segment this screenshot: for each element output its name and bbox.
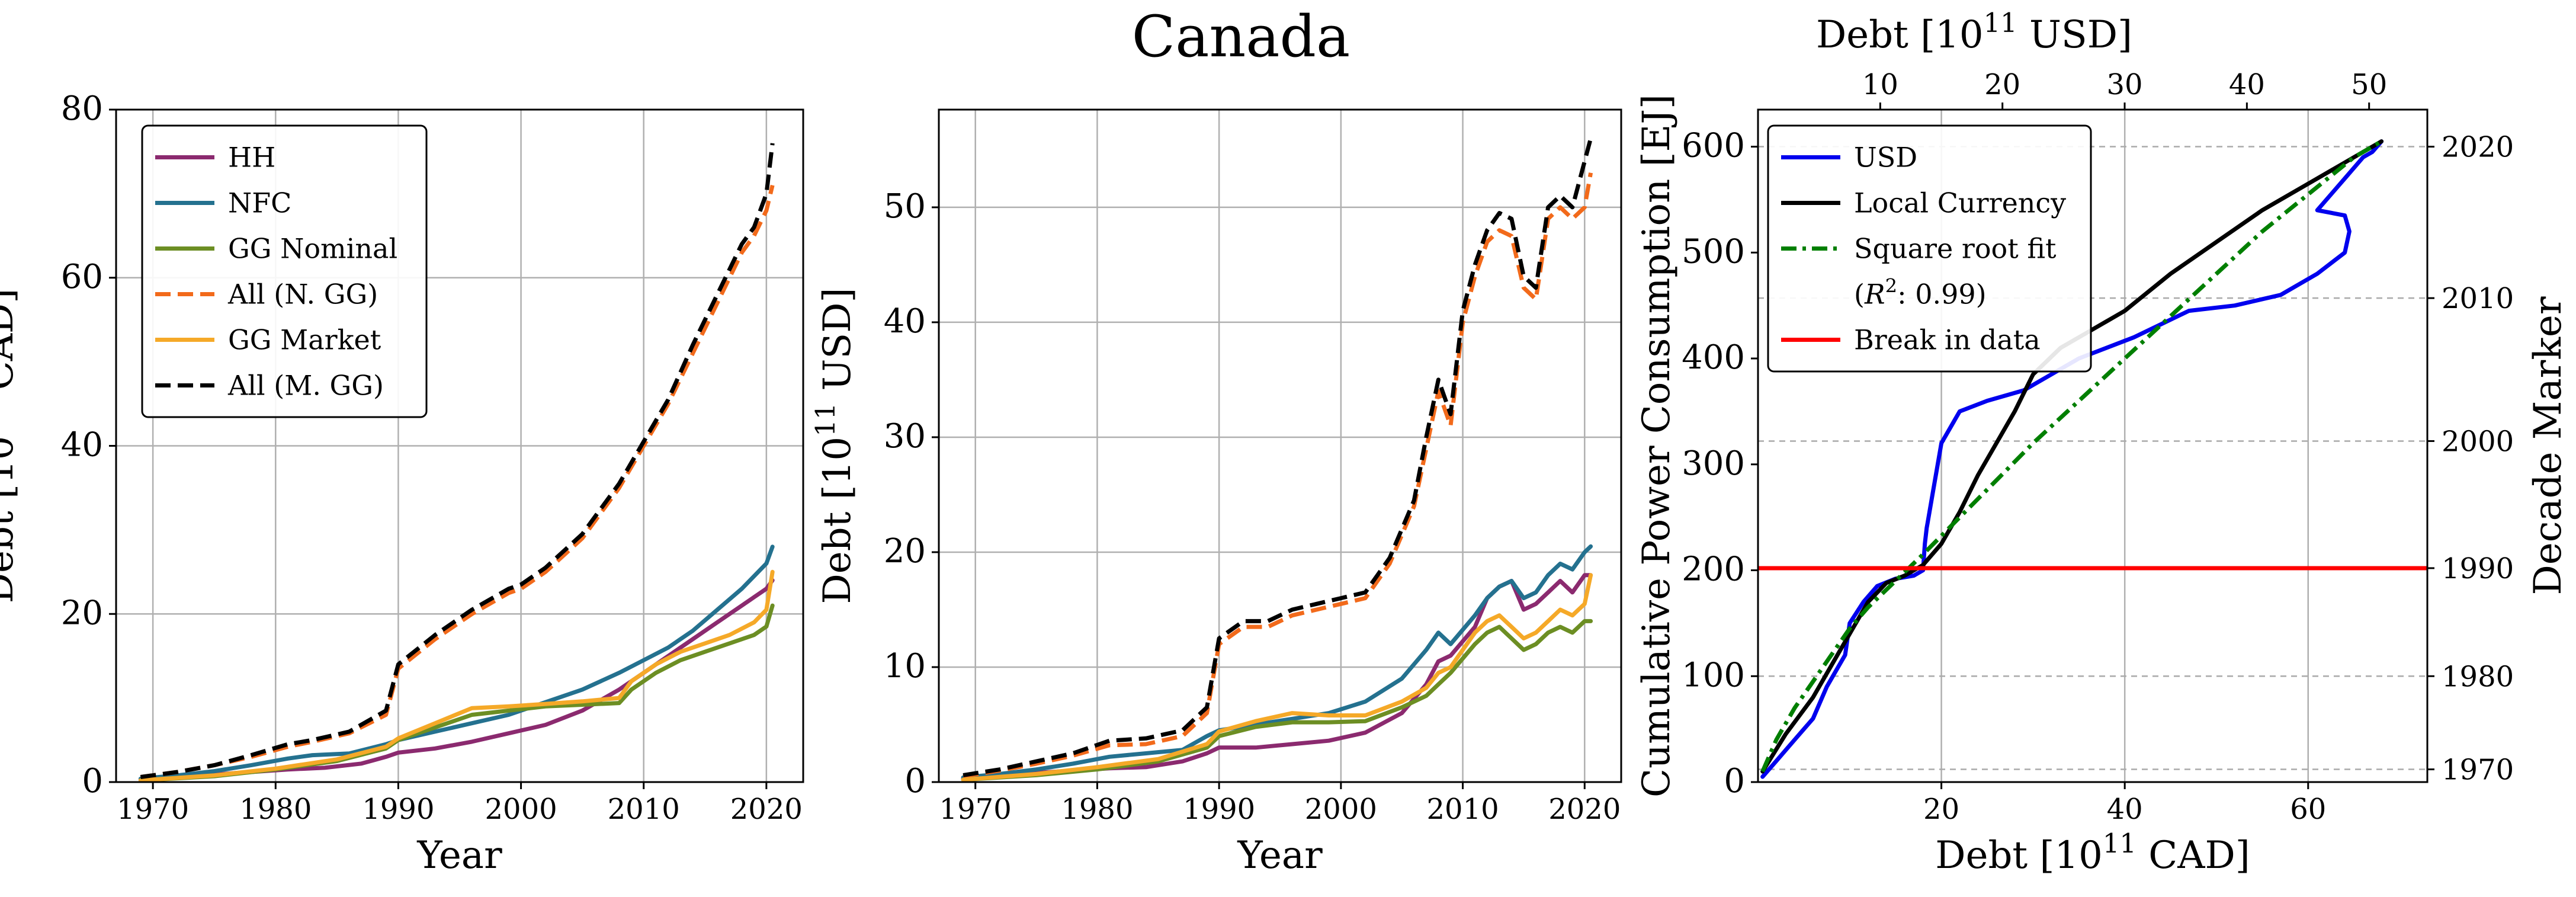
middle-ytick-label-20: 20 xyxy=(884,532,926,571)
left-ytick-label-0: 0 xyxy=(82,762,103,800)
left-series-gg-nominal xyxy=(138,603,775,782)
right-legend-break-in-data-label: Break in data xyxy=(1854,324,2041,356)
right-top-xtick-label-50: 50 xyxy=(2351,68,2387,101)
middle-series-gg-nominal xyxy=(961,619,1593,782)
middle-series xyxy=(961,137,1593,782)
right-top-axis: 10 20 30 40 50 xyxy=(1862,68,2387,110)
right-ytick-label-0: 0 xyxy=(1724,762,1745,800)
left-ytick-label-40: 40 xyxy=(61,426,103,464)
right-ytick-label-100: 100 xyxy=(1682,656,1745,694)
right-series-local-currency xyxy=(1760,139,2384,774)
left-series xyxy=(138,143,775,782)
right-ytick-label-600: 600 xyxy=(1682,127,1745,165)
left-legend-gg-market-label: GG Market xyxy=(228,324,381,356)
right-decade-label-2000: 2000 xyxy=(2442,425,2514,458)
right-xtick-label-60: 60 xyxy=(2290,793,2326,826)
middle-ytick-label-0: 0 xyxy=(904,762,926,800)
right-ytick-label-400: 400 xyxy=(1682,338,1745,377)
panel-middle-debt-usd: 1970 1980 1990 2000 2010 2020 0 10 20 30 40 50 Year D… xyxy=(810,108,1622,877)
figure-title: Canada xyxy=(1132,4,1350,70)
left-xtick-label-2020: 2020 xyxy=(730,793,803,826)
panel-left-debt-cad: 1970 1980 1990 2000 2010 2020 0 20 40 60 80 Year Deb… xyxy=(0,89,804,877)
right-xlabel: Debt [1011 CAD] xyxy=(1935,828,2250,878)
right-ytick-label-500: 500 xyxy=(1682,232,1745,271)
right-decade-axis: 1970 1980 1990 2000 2010 2020 xyxy=(2427,131,2514,787)
left-legend-hh-label: HH xyxy=(228,142,275,174)
left-legend-all-m-gg-label: All (M. GG) xyxy=(227,370,384,402)
middle-series-all-n-gg xyxy=(963,172,1593,779)
right-decade-label-1980: 1980 xyxy=(2442,660,2514,693)
right-top-xtick-label-20: 20 xyxy=(1984,68,2020,101)
right-xtick-label-40: 40 xyxy=(2107,793,2143,826)
middle-xtick-label-1980: 1980 xyxy=(1061,793,1133,826)
left-series-all-m-gg xyxy=(140,143,775,779)
right-axes-frame xyxy=(1757,108,2429,783)
middle-ytick-label-40: 40 xyxy=(884,302,926,341)
left-xtick-label-1980: 1980 xyxy=(239,793,312,826)
middle-series-all-m-gg xyxy=(963,137,1593,777)
left-series-hh xyxy=(138,578,775,782)
middle-ytick-label-10: 10 xyxy=(884,647,926,685)
middle-xtick-label-2010: 2010 xyxy=(1426,793,1499,826)
right-xtick-label-20: 20 xyxy=(1923,793,1959,826)
right-top-xtick-label-40: 40 xyxy=(2229,68,2265,101)
middle-ticks: 1970 1980 1990 2000 2010 2020 0 10 20 30 40 50 xyxy=(884,187,1621,826)
middle-ytick-label-30: 30 xyxy=(884,417,926,456)
right-series-usd xyxy=(1760,139,2384,779)
middle-ytick-label-50: 50 xyxy=(884,187,926,226)
right-top-xtick-label-10: 10 xyxy=(1862,68,1898,101)
left-series-all-n-gg xyxy=(140,184,775,779)
left-legend-all-n-gg-label: All (N. GG) xyxy=(227,278,378,310)
right-top-xlabel: Debt [1011 USD] xyxy=(1816,7,2132,57)
left-xtick-label-1970: 1970 xyxy=(117,793,189,826)
right-legend-square-root-fit-r-2-0-99-label: Square root fit (R2: 0.99) xyxy=(1854,233,2057,310)
middle-axes-frame xyxy=(938,108,1622,783)
right-legend-local-currency-label: Local Currency xyxy=(1854,187,2066,219)
right-legend-frame xyxy=(1767,124,2092,373)
middle-series-nfc xyxy=(961,544,1593,780)
left-legend-nfc-label: NFC xyxy=(228,187,291,219)
left-series-nfc xyxy=(138,544,775,781)
left-ytick-label-20: 20 xyxy=(61,594,103,632)
right-decade-label-2020: 2020 xyxy=(2442,131,2514,164)
right-ylabel: Cumulative Power Consumption [EJ] xyxy=(1635,94,1679,797)
left-xlabel: Year xyxy=(416,834,502,877)
right-ytick-label-200: 200 xyxy=(1682,550,1745,589)
left-xtick-label-2000: 2000 xyxy=(485,793,557,826)
right-series xyxy=(1758,139,2427,779)
left-ytick-label-60: 60 xyxy=(61,258,103,296)
left-legend-frame xyxy=(141,124,428,418)
left-ylabel: Debt [1011 CAD] xyxy=(0,289,22,603)
middle-xtick-label-2000: 2000 xyxy=(1305,793,1377,826)
left-ticks: 1970 1980 1990 2000 2010 2020 0 20 40 60 80 xyxy=(61,89,803,826)
left-xtick-label-1990: 1990 xyxy=(362,793,434,826)
right-decade-label-1970: 1970 xyxy=(2442,754,2514,787)
left-ytick-label-80: 80 xyxy=(61,89,103,128)
right-legend-usd-label: USD xyxy=(1854,142,1917,174)
middle-xtick-label-1990: 1990 xyxy=(1183,793,1255,826)
right-ytick-label-300: 300 xyxy=(1682,444,1745,483)
middle-xtick-label-1970: 1970 xyxy=(939,793,1012,826)
left-legend: HH NFC GG Nominal All (N. GG) GG Market All (… xyxy=(141,124,428,418)
middle-ylabel: Debt [1011 USD] xyxy=(810,287,860,604)
left-series-gg-market xyxy=(138,569,775,782)
right-decade-label-2010: 2010 xyxy=(2442,282,2514,315)
middle-xlabel: Year xyxy=(1237,834,1323,877)
right-decade-label-1990: 1990 xyxy=(2442,552,2514,585)
right-ylabel-right: Decade Marker xyxy=(2526,296,2570,595)
middle-series-gg-market xyxy=(961,573,1593,782)
middle-xtick-label-2020: 2020 xyxy=(1548,793,1621,826)
right-legend: USD Local Currency Square root fit (R2: 0.9… xyxy=(1767,124,2092,373)
left-xtick-label-2010: 2010 xyxy=(608,793,680,826)
right-series-square-root-fit-r-2-0-99 xyxy=(1760,139,2383,773)
middle-series-hh xyxy=(961,573,1593,781)
right-top-xtick-label-30: 30 xyxy=(2106,68,2142,101)
middle-grid xyxy=(939,110,1621,783)
left-legend-gg-nominal-label: GG Nominal xyxy=(228,233,397,265)
